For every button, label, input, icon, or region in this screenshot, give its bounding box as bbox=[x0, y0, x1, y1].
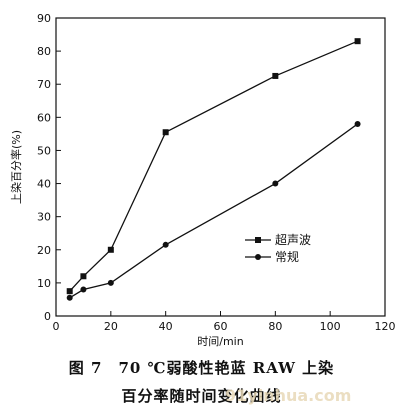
chart-series bbox=[66, 38, 361, 301]
y-tick-label: 90 bbox=[37, 12, 51, 25]
y-tick-label: 0 bbox=[44, 310, 51, 323]
legend-label-0: 超声波 bbox=[275, 232, 311, 247]
y-tick-label: 60 bbox=[37, 111, 51, 124]
x-tick-label: 40 bbox=[159, 320, 173, 333]
legend-label-1: 常规 bbox=[275, 249, 299, 264]
y-tick-label: 80 bbox=[37, 45, 51, 58]
figure-caption-line-2: 百分率随时间变化曲线 bbox=[121, 387, 282, 405]
legend-marker-circle bbox=[255, 254, 261, 260]
y-tick-label: 10 bbox=[37, 277, 51, 290]
x-tick-label: 120 bbox=[375, 320, 396, 333]
figure-caption-line-1: 图 7 70 ℃弱酸性艳蓝 RAW 上染 bbox=[68, 359, 335, 377]
y-tick-label: 70 bbox=[37, 78, 51, 91]
data-point-square bbox=[66, 288, 73, 295]
chart: 0 20 40 60 80 100 120 0 10 20 30 40 50 60 70 80 90 超声波常规… bbox=[9, 12, 396, 348]
data-point-circle bbox=[162, 241, 169, 248]
data-point-circle bbox=[66, 294, 73, 301]
chart-ticks: 0 20 40 60 80 100 120 0 10 20 30 40 50 60 70 80 90 bbox=[37, 12, 396, 333]
series-line-1 bbox=[69, 123, 358, 299]
x-tick-label: 100 bbox=[320, 320, 341, 333]
data-point-circle bbox=[272, 180, 279, 187]
x-tick-label: 60 bbox=[214, 320, 228, 333]
chart-axes bbox=[55, 17, 386, 317]
data-point-square bbox=[354, 38, 361, 45]
data-point-square bbox=[107, 246, 114, 253]
y-tick-label: 40 bbox=[37, 178, 51, 191]
y-tick-label: 50 bbox=[37, 144, 51, 157]
y-axis-label: 上染百分率(%) bbox=[9, 130, 23, 204]
x-tick-label: 0 bbox=[53, 320, 60, 333]
data-point-square bbox=[272, 72, 279, 79]
watermark: 91yinhua.com bbox=[225, 386, 352, 405]
y-tick-label: 30 bbox=[37, 211, 51, 224]
plot-frame bbox=[55, 17, 386, 317]
legend-marker-square bbox=[255, 237, 261, 243]
data-point-circle bbox=[80, 286, 87, 293]
series-line-0 bbox=[69, 40, 358, 292]
data-point-square bbox=[80, 273, 87, 280]
x-axis-label: 时间/min bbox=[197, 335, 243, 348]
y-tick-label: 20 bbox=[37, 244, 51, 257]
data-point-square bbox=[162, 129, 169, 136]
x-tick-label: 20 bbox=[104, 320, 118, 333]
data-point-circle bbox=[354, 120, 361, 127]
x-tick-label: 80 bbox=[268, 320, 282, 333]
data-point-circle bbox=[107, 279, 114, 286]
